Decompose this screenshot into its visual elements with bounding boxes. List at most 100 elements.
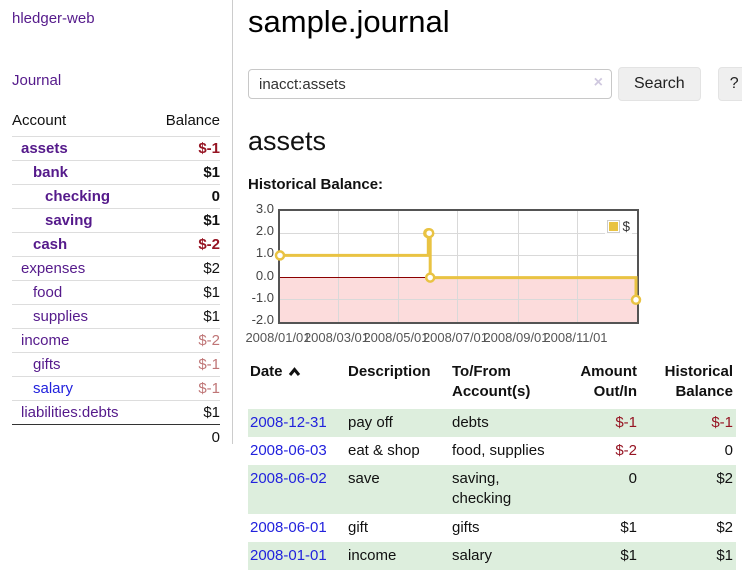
sidebar-item-journal[interactable]: Journal — [12, 72, 62, 89]
transaction-description: income — [348, 546, 397, 564]
account-balance: $-2 — [149, 328, 220, 353]
y-axis-tick-label: -1.0 — [251, 289, 274, 305]
account-row: saving $1 — [12, 208, 220, 233]
register-table: Date Description To/From Account(s) Amou… — [248, 360, 736, 570]
brand-link[interactable]: hledger-web — [12, 10, 95, 27]
account-row: cash $-2 — [12, 232, 220, 257]
account-row: assets $-1 — [12, 136, 220, 161]
register-row: 2008-01-01 income salary $1 $1 — [248, 541, 736, 570]
account-link-saving[interactable]: saving — [45, 212, 93, 229]
account-row: salary $-1 — [12, 376, 220, 401]
account-balance: $1 — [149, 160, 220, 185]
account-link-gifts[interactable]: gifts — [33, 356, 61, 373]
chart-heading: Historical Balance: — [248, 176, 384, 193]
account-balance: $1 — [149, 208, 220, 233]
account-balance: $-2 — [149, 232, 220, 257]
account-balance: $-1 — [149, 136, 220, 161]
sort-ascending-icon — [288, 367, 300, 376]
transaction-amount: $-1 — [615, 413, 637, 431]
transaction-date-link[interactable]: 2008-01-01 — [250, 546, 327, 564]
transaction-amount: 0 — [628, 470, 637, 487]
account-balance: $1 — [149, 304, 220, 329]
transaction-accounts: saving, checking — [452, 470, 512, 508]
x-axis-tick-label: 2008/11/01 — [543, 330, 608, 345]
transaction-date-link[interactable]: 2008-06-03 — [250, 441, 327, 459]
transaction-accounts: salary — [452, 546, 493, 564]
clear-search-icon[interactable]: × — [593, 74, 603, 91]
account-link-liabilities-debts[interactable]: liabilities:debts — [21, 404, 119, 421]
transaction-balance: $-1 — [711, 413, 733, 431]
y-axis-tick-label: -2.0 — [251, 312, 274, 327]
column-header-amount: Amount Out/In — [580, 363, 637, 401]
accounts-header-row: Account Balance — [12, 109, 220, 137]
account-link-checking[interactable]: checking — [45, 188, 111, 205]
help-button[interactable]: ? — [717, 67, 742, 101]
transaction-date-link[interactable]: 2008-06-01 — [250, 518, 327, 536]
account-row: bank $1 — [12, 160, 220, 185]
account-balance: $1 — [149, 280, 220, 305]
x-axis-tick-label: 2008/01/01 — [245, 330, 311, 345]
accounts-table: Account Balance assets $-1 bank $1 check… — [12, 109, 220, 450]
y-axis-tick-label: 1.0 — [255, 245, 274, 261]
register-row: 2008-12-31 pay off debts $-1 $-1 — [248, 408, 736, 437]
search-input[interactable] — [248, 69, 612, 99]
account-link-salary[interactable]: salary — [33, 380, 74, 397]
account-row: gifts $-1 — [12, 352, 220, 377]
data-point-marker — [274, 250, 286, 261]
column-header-date[interactable]: Date — [248, 360, 346, 409]
account-balance: $2 — [149, 256, 220, 281]
transaction-date-link[interactable]: 2008-12-31 — [250, 413, 327, 431]
account-balance: $-1 — [149, 376, 220, 401]
x-axis-tick-label: 2008/09/01 — [483, 330, 549, 345]
chart-plot-area: $ — [274, 209, 642, 324]
account-row: supplies $1 — [12, 304, 220, 329]
transaction-amount: $1 — [620, 546, 637, 564]
data-point-marker — [424, 272, 436, 283]
transaction-amount: $-2 — [615, 441, 637, 459]
account-link-supplies[interactable]: supplies — [33, 308, 89, 325]
x-axis-tick-label: 2008/07/01 — [422, 330, 489, 345]
account-link-income[interactable]: income — [21, 332, 70, 349]
search-button[interactable]: Search — [618, 67, 701, 101]
transaction-balance: $1 — [716, 546, 733, 564]
register-row: 2008-06-03 eat & shop food, supplies $-2… — [248, 437, 736, 465]
column-header-accounts: To/From Account(s) — [452, 363, 531, 401]
account-link-cash[interactable]: cash — [33, 236, 68, 253]
account-row: expenses $2 — [12, 256, 220, 281]
accounts-header-account: Account — [12, 109, 150, 137]
y-axis-tick-label: 3.0 — [255, 201, 274, 216]
transaction-description: save — [348, 470, 380, 487]
sidebar: hledger-web Journal Account Balance asse… — [0, 0, 233, 450]
accounts-total-row: 0 — [12, 424, 220, 450]
account-balance: $-1 — [149, 352, 220, 377]
transaction-description: gift — [348, 518, 369, 536]
column-header-balance: Historical Balance — [664, 363, 733, 401]
account-link-expenses[interactable]: expenses — [21, 260, 86, 277]
transaction-amount: $1 — [620, 518, 637, 536]
accounts-header-balance: Balance — [149, 109, 220, 137]
search-field-wrapper: × — [248, 69, 612, 99]
transaction-date-link[interactable]: 2008-06-02 — [250, 470, 327, 487]
account-heading: assets — [248, 126, 327, 156]
account-row: food $1 — [12, 280, 220, 305]
transaction-description: pay off — [348, 413, 393, 431]
account-link-bank[interactable]: bank — [33, 164, 69, 181]
balance-line — [274, 227, 642, 306]
balance-chart: 3.0 2.0 1.0 0.0 -1.0 -2.0 $2008/01/01 2008/03/0… — [245, 201, 742, 345]
account-link-assets[interactable]: assets — [21, 140, 68, 157]
transaction-accounts: gifts — [452, 518, 480, 536]
search-bar: × Search ? — [248, 67, 742, 101]
x-axis-tick-label: 2008/03/01 — [303, 330, 370, 345]
series-swatch-icon — [607, 220, 621, 233]
account-balance: $1 — [203, 404, 220, 421]
account-row: income $-2 — [12, 328, 220, 353]
y-axis-tick-label: 0.0 — [255, 267, 274, 283]
main-content: sample.journal × Search ? assets Histori… — [233, 0, 742, 570]
y-axis-tick-label: 2.0 — [255, 223, 274, 239]
column-header-date-label: Date — [250, 363, 283, 380]
series-label: $ — [622, 219, 630, 234]
x-axis-tick-label: 2008/05/01 — [363, 330, 429, 345]
register-row: 2008-06-02 save saving, checking 0 $2 — [248, 465, 736, 514]
account-link-food[interactable]: food — [33, 284, 63, 301]
data-point-marker — [423, 227, 435, 239]
